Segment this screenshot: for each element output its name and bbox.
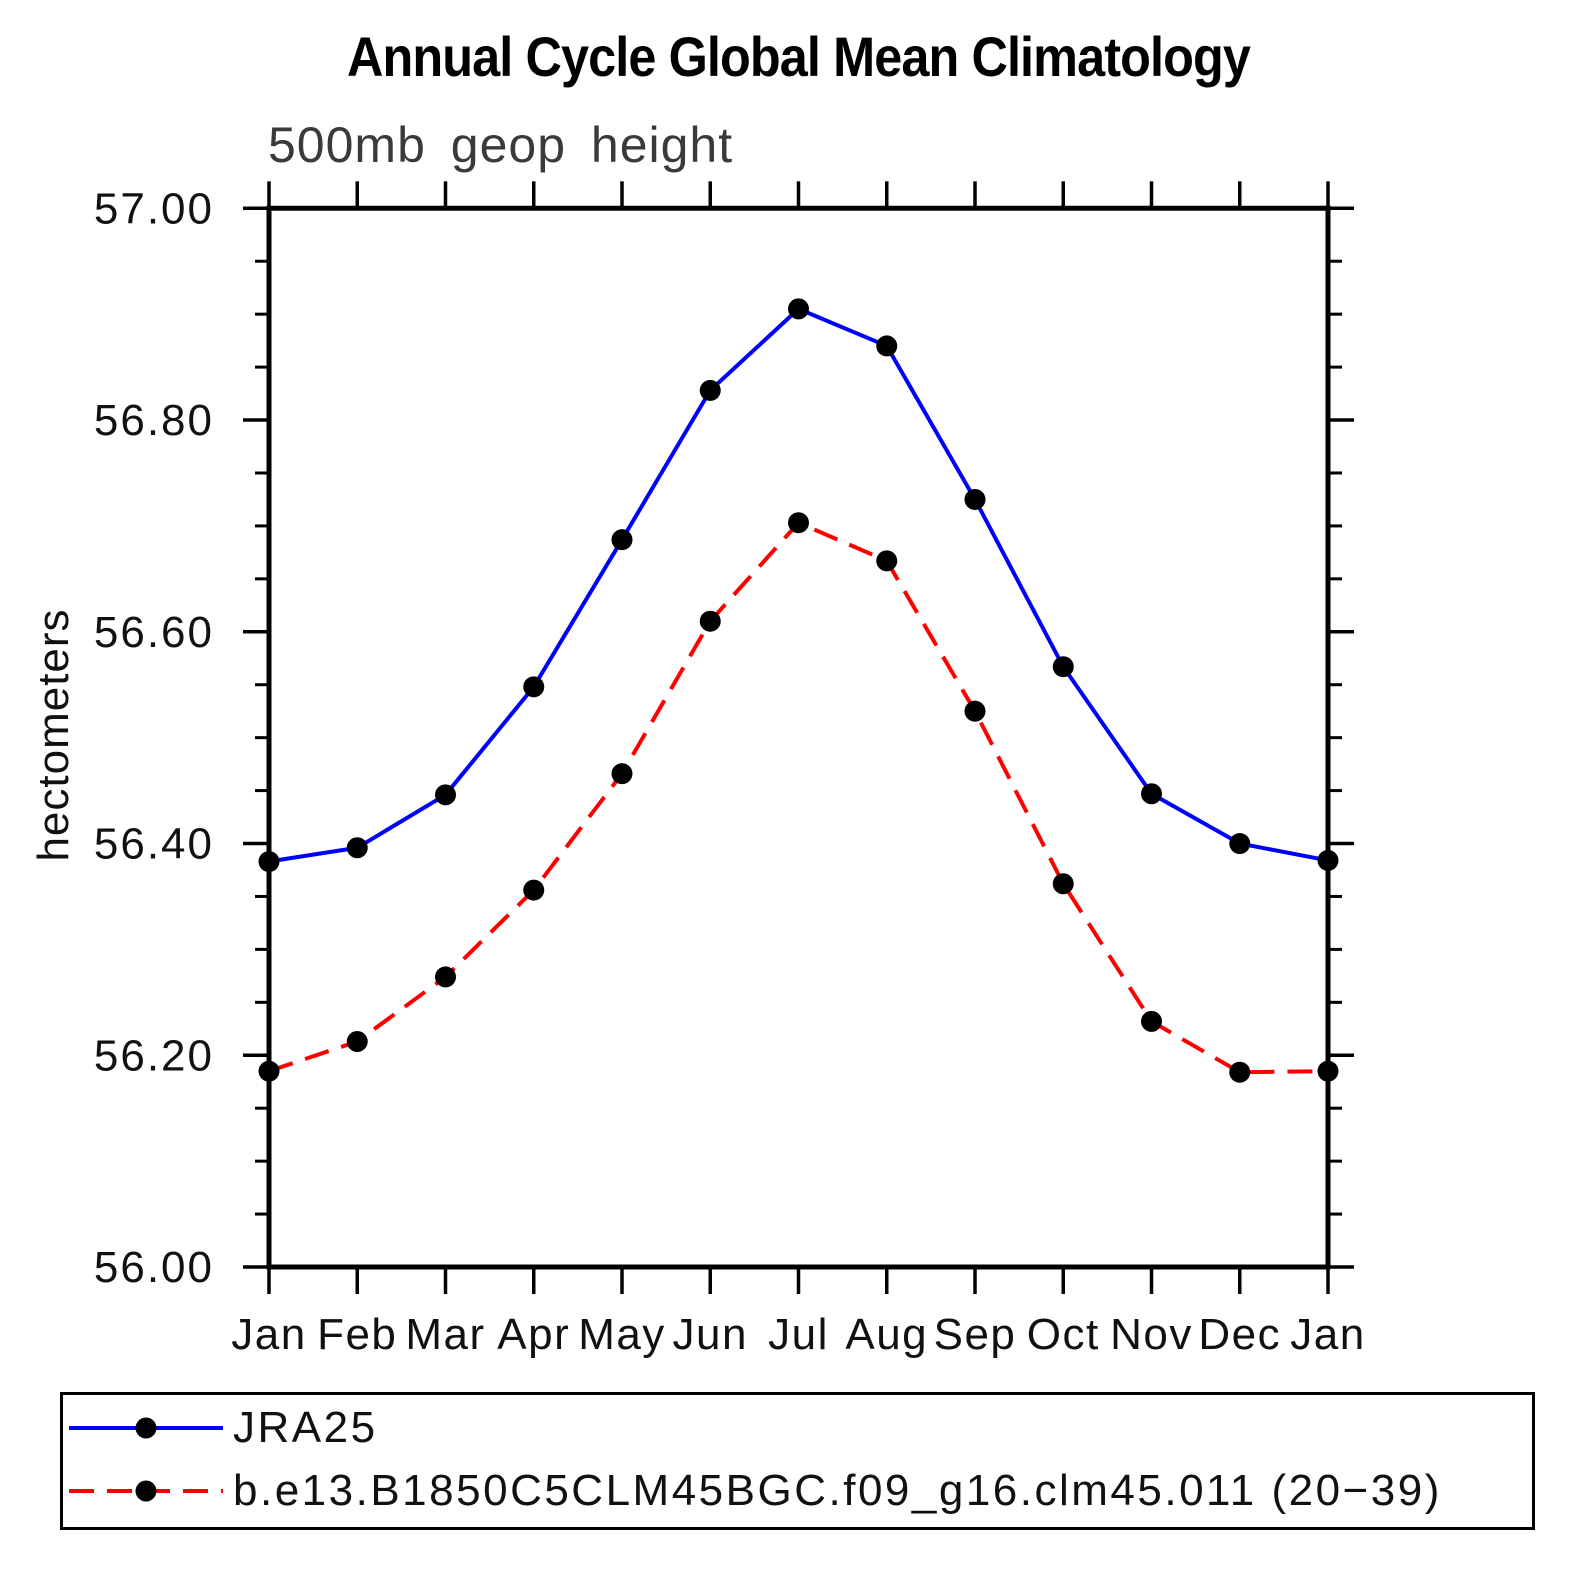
data-point-marker-jra25 bbox=[964, 488, 986, 510]
legend-label-model: b.e13.B1850C5CLM45BGC.f09_g16.clm45.011 … bbox=[233, 1466, 1442, 1515]
legend-marker-dot-icon bbox=[135, 1480, 157, 1502]
data-point-marker-model bbox=[258, 1060, 280, 1082]
x-axis-tick-label: Oct bbox=[1027, 1310, 1100, 1359]
y-axis-tick-label: 56.20 bbox=[94, 1031, 214, 1080]
data-point-marker-jra25 bbox=[1317, 849, 1339, 871]
data-point-marker-jra25 bbox=[1052, 656, 1074, 678]
data-point-marker-model bbox=[876, 550, 898, 572]
data-point-marker-model bbox=[1141, 1010, 1162, 1032]
x-axis-tick-label: May bbox=[578, 1310, 666, 1359]
x-axis-tick-label: Nov bbox=[1110, 1310, 1193, 1359]
chart-subtitle: 500mb geop height bbox=[268, 117, 734, 173]
legend: JRA25 b.e13.B1850C5CLM45BGC.f09_g16.clm4… bbox=[60, 1392, 1535, 1530]
data-point-marker-model bbox=[1229, 1061, 1251, 1083]
y-axis-tick-label: 57.00 bbox=[94, 184, 214, 233]
legend-item-jra25: JRA25 bbox=[66, 1395, 378, 1461]
legend-line-sample-jra25 bbox=[69, 1417, 223, 1439]
legend-item-model: b.e13.B1850C5CLM45BGC.f09_g16.clm45.011 … bbox=[66, 1458, 1442, 1524]
y-axis-tick-label: 56.80 bbox=[94, 396, 214, 445]
data-point-marker-jra25 bbox=[611, 529, 633, 551]
data-point-marker-jra25 bbox=[258, 851, 280, 873]
data-point-marker-jra25 bbox=[523, 676, 545, 698]
x-axis-tick-label: Apr bbox=[497, 1310, 570, 1359]
data-point-marker-jra25 bbox=[1141, 783, 1162, 805]
series-line-model bbox=[268, 520, 1329, 1075]
x-axis-tick-label: Jan bbox=[1290, 1310, 1365, 1359]
chart-title: Annual Cycle Global Mean Climatology bbox=[347, 25, 1251, 88]
data-point-marker-model bbox=[1052, 873, 1074, 895]
legend-line-sample-model bbox=[69, 1480, 223, 1502]
data-point-marker-jra25 bbox=[435, 784, 456, 806]
data-point-marker-model bbox=[611, 763, 633, 785]
data-point-marker-model bbox=[788, 512, 809, 534]
y-axis-title: hectometers bbox=[29, 608, 78, 862]
data-point-marker-jra25 bbox=[346, 837, 368, 859]
y-axis-tick-label: 56.40 bbox=[94, 820, 214, 869]
data-point-marker-model bbox=[699, 610, 721, 632]
y-axis-tick-label: 56.00 bbox=[94, 1243, 214, 1292]
data-point-marker-model bbox=[523, 879, 545, 901]
y-axis-tick-label: 56.60 bbox=[94, 608, 214, 657]
data-point-marker-model bbox=[964, 700, 986, 722]
x-axis-tick-label: Mar bbox=[405, 1310, 485, 1359]
data-point-marker-model bbox=[346, 1030, 368, 1052]
legend-marker-dot-icon bbox=[135, 1417, 157, 1439]
x-axis-tick-label: Aug bbox=[845, 1310, 928, 1359]
x-axis-tick-label: Jan bbox=[231, 1310, 306, 1359]
data-point-marker-jra25 bbox=[876, 335, 898, 357]
x-axis-tick-label: Jun bbox=[673, 1310, 748, 1359]
x-axis-tick-label: Jul bbox=[768, 1310, 829, 1359]
x-axis-tick-label: Feb bbox=[317, 1310, 397, 1359]
data-point-marker-jra25 bbox=[699, 379, 721, 401]
data-point-marker-jra25 bbox=[1229, 833, 1251, 855]
series-line-jra25 bbox=[268, 306, 1329, 864]
data-point-marker-jra25 bbox=[788, 298, 809, 320]
x-axis-tick-label: Sep bbox=[934, 1310, 1017, 1359]
data-point-marker-model bbox=[1317, 1060, 1339, 1082]
data-point-marker-model bbox=[435, 966, 456, 988]
x-axis-tick-label: Dec bbox=[1198, 1310, 1281, 1359]
legend-label-jra25: JRA25 bbox=[233, 1403, 378, 1452]
